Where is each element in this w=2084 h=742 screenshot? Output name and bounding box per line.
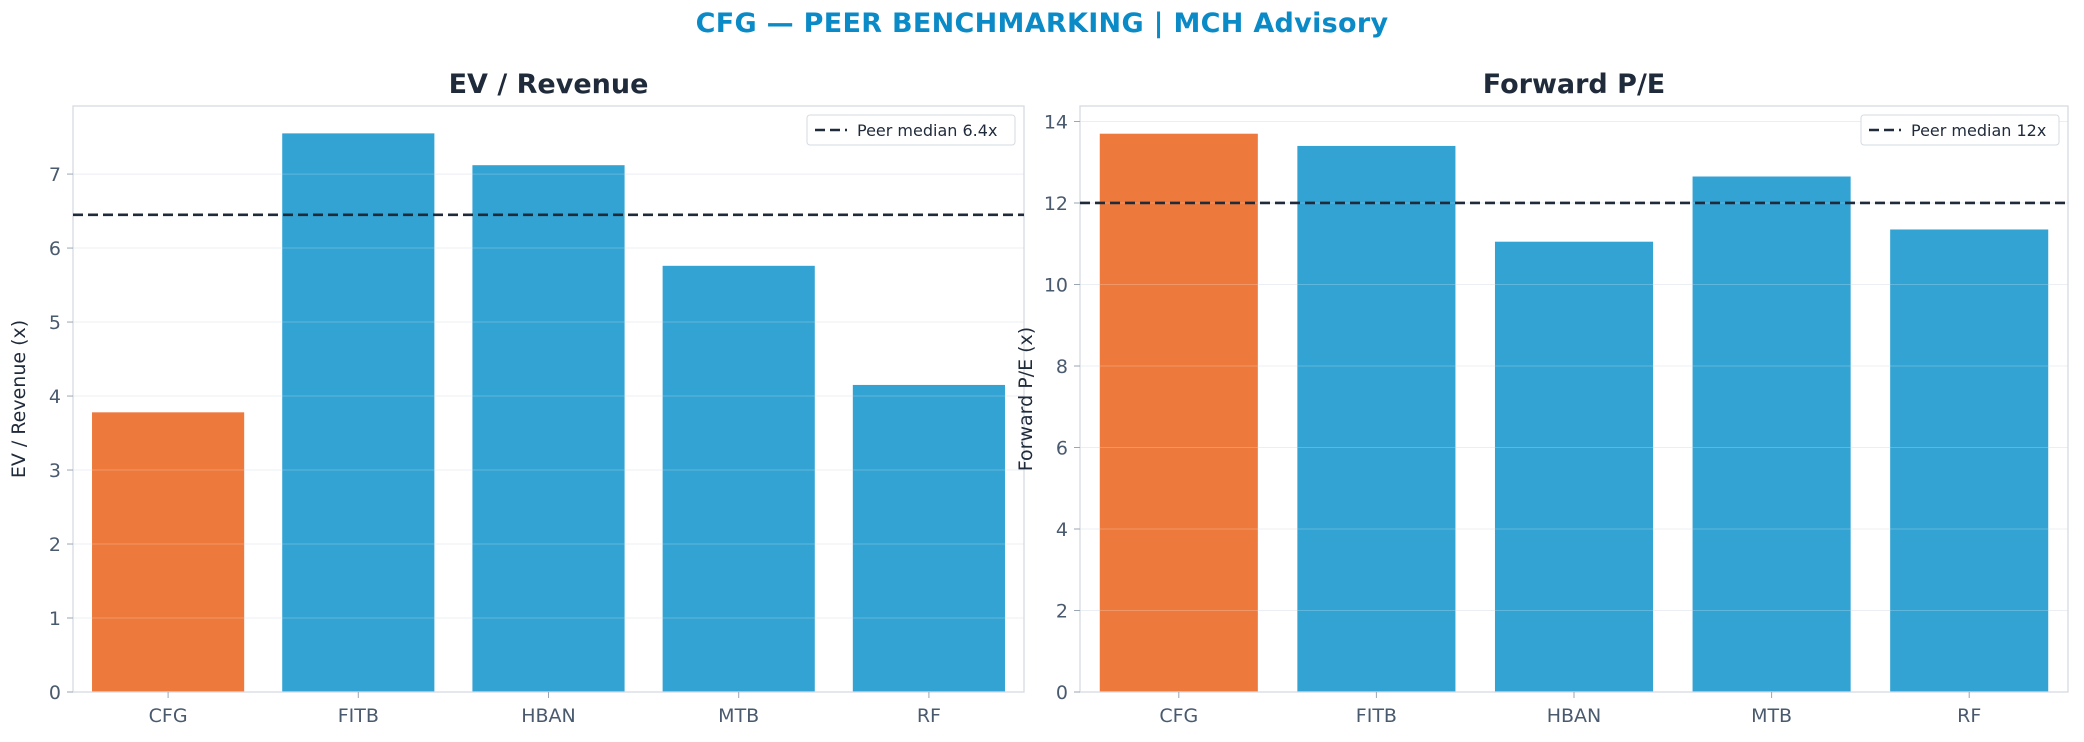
figure-title: CFG — PEER BENCHMARKING | MCH Advisory [695, 8, 1389, 39]
legend-label: Peer median 6.4x [857, 121, 997, 140]
bar-rf [852, 384, 1005, 692]
y-axis-label: EV / Revenue (x) [8, 320, 30, 478]
x-tick-label: CFG [1159, 705, 1198, 727]
y-tick-label: 0 [1056, 682, 1068, 704]
x-tick-label: RF [917, 705, 941, 727]
x-tick-label: HBAN [1547, 705, 1602, 727]
y-tick-label: 0 [49, 682, 61, 704]
x-tick-label: MTB [718, 705, 759, 727]
x-tick-label: FITB [338, 705, 379, 727]
y-tick-label: 10 [1044, 274, 1068, 296]
chart-title: EV / Revenue [449, 69, 649, 100]
x-tick-label: HBAN [521, 705, 576, 727]
bar-mtb [1692, 176, 1851, 693]
y-tick-label: 4 [1056, 519, 1068, 541]
y-tick-label: 8 [1056, 356, 1068, 378]
y-tick-label: 3 [49, 460, 61, 482]
bar-mtb [662, 265, 815, 692]
y-tick-label: 1 [49, 608, 61, 630]
bar-rf [1890, 229, 2049, 693]
bar-cfg [92, 412, 245, 692]
x-tick-label: MTB [1751, 705, 1792, 727]
bar-fitb [1297, 145, 1456, 692]
legend-label: Peer median 12x [1911, 121, 2046, 140]
x-tick-label: CFG [149, 705, 188, 727]
y-tick-label: 7 [49, 164, 61, 186]
legend-box [806, 114, 1016, 146]
y-tick-label: 6 [49, 238, 61, 260]
forward-pe-chart: CFG FITB HBAN MTB RF 0 2 4 6 8 10 12 14 Peer median 1… [1015, 69, 2069, 727]
bar-hban [472, 165, 625, 693]
y-tick-label: 5 [49, 312, 61, 334]
bar-fitb [282, 133, 435, 692]
ev-revenue-chart: CFG FITB HBAN MTB RF 0 1 2 3 4 5 6 7 Peer median 6.4x… [8, 69, 1025, 727]
x-tick-label: RF [1957, 705, 1981, 727]
chart-title: Forward P/E [1483, 69, 1666, 100]
bar-cfg [1099, 133, 1258, 693]
y-tick-label: 12 [1044, 193, 1068, 215]
y-tick-label: 6 [1056, 437, 1068, 459]
x-tick-label: FITB [1356, 705, 1397, 727]
bar-hban [1494, 241, 1654, 692]
y-tick-label: 4 [49, 386, 61, 408]
legend-box [1860, 114, 2060, 146]
y-axis-label: Forward P/E (x) [1015, 327, 1037, 471]
y-tick-label: 2 [49, 534, 61, 556]
y-tick-label: 14 [1044, 111, 1068, 133]
y-tick-label: 2 [1056, 600, 1068, 622]
